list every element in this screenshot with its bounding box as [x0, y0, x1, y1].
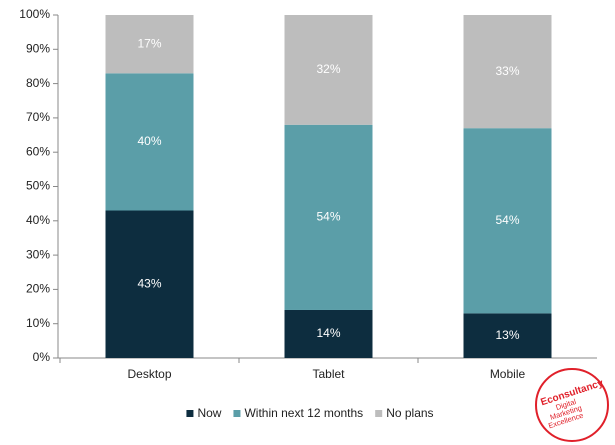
y-tick-label: 0%: [33, 350, 51, 364]
legend-swatch: [375, 410, 383, 417]
value-label: 40%: [137, 134, 161, 148]
logo-badge: [535, 368, 609, 442]
x-tick-label: Tablet: [312, 367, 345, 381]
y-tick-label: 20%: [26, 282, 50, 296]
legend: Now Within next 12 months No plans: [186, 406, 434, 420]
bar-segment: [105, 15, 194, 74]
legend-label: Within next 12 months: [244, 406, 363, 420]
value-label: 13%: [495, 328, 519, 342]
legend-label: Now: [197, 406, 221, 420]
y-tick-label: 100%: [19, 7, 50, 21]
bar-segment: [463, 313, 552, 358]
y-tick-label: 70%: [26, 110, 50, 124]
legend-swatch: [186, 410, 194, 417]
bar-segment: [105, 210, 194, 358]
bar-segment: [284, 15, 373, 125]
y-tick-label: 40%: [26, 213, 50, 227]
y-tick-label: 60%: [26, 144, 50, 158]
bar-segment: [463, 15, 552, 129]
value-label: 54%: [495, 213, 519, 227]
y-tick-label: 10%: [26, 316, 50, 330]
value-label: 17%: [137, 36, 161, 50]
value-label: 32%: [316, 62, 340, 76]
bar-segment: [284, 309, 373, 358]
value-label: 14%: [316, 326, 340, 340]
y-tick-label: 30%: [26, 247, 50, 261]
value-label: 54%: [316, 210, 340, 224]
value-label: 33%: [495, 64, 519, 78]
legend-swatch: [233, 410, 241, 417]
x-tick-label: Desktop: [127, 367, 171, 381]
y-tick-label: 50%: [26, 179, 50, 193]
y-tick-label: 90%: [26, 41, 50, 55]
bar-segment: [463, 128, 552, 314]
x-tick-label: Mobile: [490, 367, 526, 381]
y-tick-label: 80%: [26, 76, 50, 90]
bar-segment: [284, 124, 373, 310]
value-label: 43%: [137, 276, 161, 290]
bar-segment: [105, 73, 194, 211]
legend-label: No plans: [386, 406, 433, 420]
